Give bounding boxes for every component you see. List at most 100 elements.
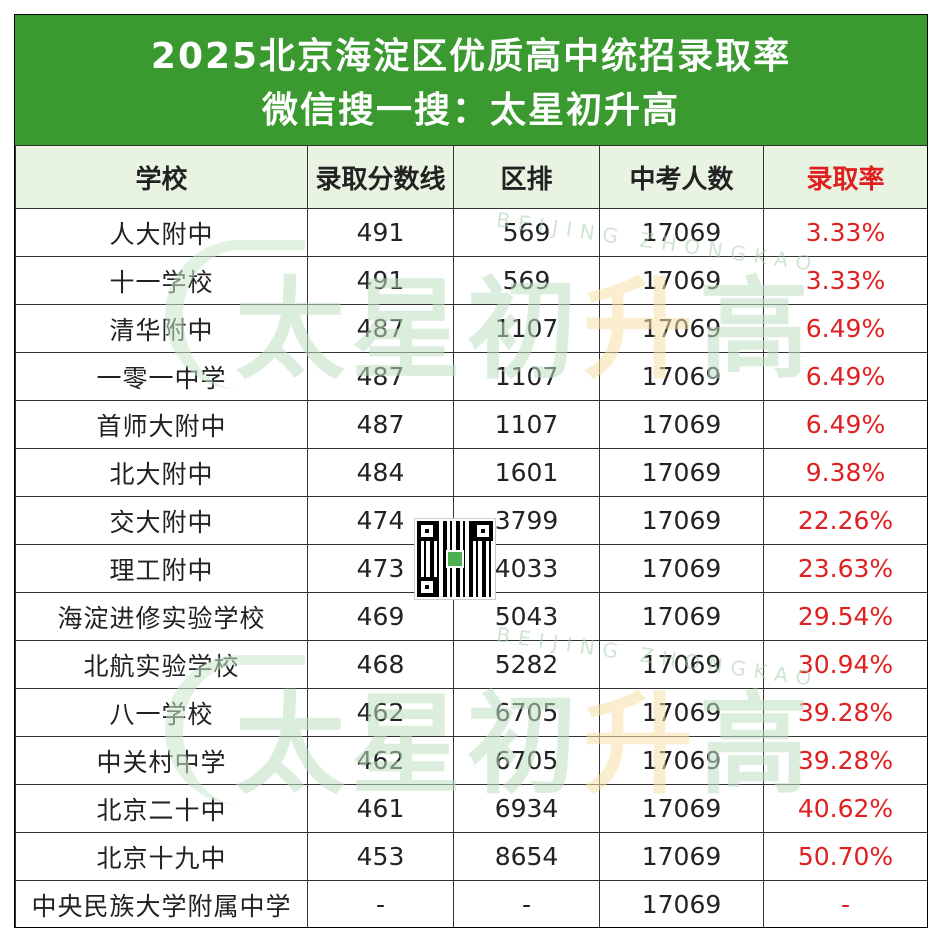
admission-table: 学校 录取分数线 区排 中考人数 录取率 人大附中 491 569 17069 3.33… (15, 145, 927, 927)
cell-school: 北京二十中 (15, 784, 308, 833)
cell-rank: - (453, 880, 600, 927)
cell-score: 491 (307, 256, 454, 305)
cell-rank: 5043 (453, 592, 600, 641)
cell-rate: 29.54% (763, 592, 927, 641)
cell-candidates: 17069 (599, 544, 764, 593)
cell-rate: 39.28% (763, 688, 927, 737)
cell-rate: 6.49% (763, 304, 927, 353)
cell-candidates: 17069 (599, 304, 764, 353)
cell-score: 487 (307, 400, 454, 449)
cell-score: 487 (307, 304, 454, 353)
cell-score: 469 (307, 592, 454, 641)
cell-rank: 6934 (453, 784, 600, 833)
table-row: 中关村中学 462 6705 17069 39.28% (15, 736, 927, 785)
cell-rank: 1601 (453, 448, 600, 497)
cell-school: 理工附中 (15, 544, 308, 593)
cell-school: 首师大附中 (15, 400, 308, 449)
table-row: 八一学校 462 6705 17069 39.28% (15, 688, 927, 737)
cell-score: 453 (307, 832, 454, 881)
qr-finder-icon (473, 521, 493, 541)
cell-rate: 6.49% (763, 400, 927, 449)
cell-school: 北航实验学校 (15, 640, 308, 689)
cell-rank: 8654 (453, 832, 600, 881)
table-row: 十一学校 491 569 17069 3.33% (15, 256, 927, 305)
cell-rank: 6705 (453, 736, 600, 785)
cell-candidates: 17069 (599, 400, 764, 449)
cell-rank: 1107 (453, 304, 600, 353)
cell-rate: 3.33% (763, 208, 927, 257)
cell-rate: - (763, 880, 927, 927)
qr-finder-icon (417, 521, 437, 541)
column-header-rank: 区排 (453, 145, 600, 209)
column-header-candidates: 中考人数 (599, 145, 764, 209)
cell-candidates: 17069 (599, 880, 764, 927)
column-header-school: 学校 (15, 145, 308, 209)
column-header-rate: 录取率 (763, 145, 927, 209)
cell-candidates: 17069 (599, 448, 764, 497)
cell-rate: 6.49% (763, 352, 927, 401)
table-header-row: 学校 录取分数线 区排 中考人数 录取率 (15, 145, 927, 209)
cell-school: 一零一中学 (15, 352, 308, 401)
cell-rate: 23.63% (763, 544, 927, 593)
cell-score: 487 (307, 352, 454, 401)
cell-school: 北京十九中 (15, 832, 308, 881)
title-band: 2025北京海淀区优质高中统招录取率 微信搜一搜：太星初升高 (15, 15, 927, 145)
cell-rank: 1107 (453, 352, 600, 401)
cell-rank: 569 (453, 208, 600, 257)
table-row: 首师大附中 487 1107 17069 6.49% (15, 400, 927, 449)
cell-candidates: 17069 (599, 688, 764, 737)
cell-school: 中关村中学 (15, 736, 308, 785)
table-row: 北京二十中 461 6934 17069 40.62% (15, 784, 927, 833)
cell-score: 468 (307, 640, 454, 689)
cell-candidates: 17069 (599, 784, 764, 833)
cell-rate: 22.26% (763, 496, 927, 545)
table-row: 中央民族大学附属中学 - -17069- (15, 880, 927, 927)
cell-candidates: 17069 (599, 208, 764, 257)
cell-score: 484 (307, 448, 454, 497)
cell-school: 清华附中 (15, 304, 308, 353)
cell-score: 462 (307, 736, 454, 785)
table-body: 人大附中 491 569 17069 3.33% 十一学校 491 569 17069 3.33%… (15, 208, 927, 927)
cell-candidates: 17069 (599, 832, 764, 881)
page-title: 2025北京海淀区优质高中统招录取率 (150, 36, 792, 77)
cell-rank: 569 (453, 256, 600, 305)
table-row: 清华附中 487 1107 17069 6.49% (15, 304, 927, 353)
cell-score: - (307, 880, 454, 927)
cell-school: 海淀进修实验学校 (15, 592, 308, 641)
admission-rate-table-card: 2025北京海淀区优质高中统招录取率 微信搜一搜：太星初升高 学校 录取分数线 … (14, 14, 928, 928)
cell-school: 人大附中 (15, 208, 308, 257)
cell-score: 462 (307, 688, 454, 737)
cell-rate: 40.62% (763, 784, 927, 833)
cell-candidates: 17069 (599, 496, 764, 545)
cell-school: 北大附中 (15, 448, 308, 497)
cell-candidates: 17069 (599, 352, 764, 401)
cell-rate: 9.38% (763, 448, 927, 497)
cell-score: 491 (307, 208, 454, 257)
table-row: 北大附中 484 1601 17069 9.38% (15, 448, 927, 497)
cell-rate: 39.28% (763, 736, 927, 785)
cell-candidates: 17069 (599, 592, 764, 641)
cell-rate: 3.33% (763, 256, 927, 305)
cell-school: 中央民族大学附属中学 (15, 880, 308, 927)
cell-candidates: 17069 (599, 640, 764, 689)
page-subtitle: 微信搜一搜：太星初升高 (261, 90, 680, 131)
table-row: 北京十九中 453 8654 17069 50.70% (15, 832, 927, 881)
cell-school: 十一学校 (15, 256, 308, 305)
qr-finder-icon (417, 577, 437, 597)
cell-rank: 5282 (453, 640, 600, 689)
cell-rank: 1107 (453, 400, 600, 449)
qr-code-icon (415, 519, 495, 599)
column-header-score: 录取分数线 (307, 145, 454, 209)
qr-logo-icon (446, 550, 464, 568)
cell-rank: 6705 (453, 688, 600, 737)
cell-school: 交大附中 (15, 496, 308, 545)
cell-score: 461 (307, 784, 454, 833)
cell-candidates: 17069 (599, 256, 764, 305)
table-row: 一零一中学 487 1107 17069 6.49% (15, 352, 927, 401)
table-row: 北航实验学校 468 5282 17069 30.94% (15, 640, 927, 689)
table-row: 人大附中 491 569 17069 3.33% (15, 208, 927, 257)
table-row: 理工附中 473 4033 17069 23.63% (15, 544, 927, 593)
cell-school: 八一学校 (15, 688, 308, 737)
cell-candidates: 17069 (599, 736, 764, 785)
cell-rate: 50.70% (763, 832, 927, 881)
